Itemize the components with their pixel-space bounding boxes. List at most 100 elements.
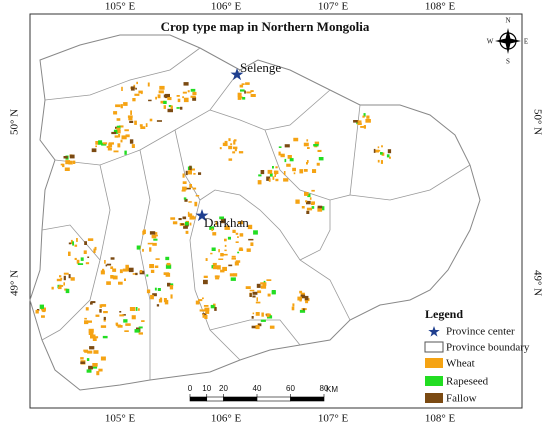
crop-patch	[178, 218, 182, 221]
crop-patch	[131, 315, 136, 320]
crop-patch	[85, 262, 90, 265]
crop-patch	[155, 258, 160, 260]
crop-patch	[280, 153, 285, 158]
crop-patch	[317, 205, 323, 209]
crop-patch	[228, 138, 231, 142]
crop-patch	[165, 256, 170, 261]
compass: N E S W	[487, 17, 528, 66]
crop-patch	[377, 146, 380, 149]
crop-patch	[103, 316, 106, 320]
legend-label: Wheat	[446, 358, 475, 370]
crop-patch	[35, 310, 39, 314]
crop-patch	[150, 294, 154, 300]
crop-patch	[377, 159, 380, 163]
crop-patch	[293, 172, 296, 175]
scale-segment	[223, 396, 258, 402]
crop-patch	[130, 86, 135, 91]
crop-patch	[183, 197, 187, 200]
crop-patch	[380, 160, 383, 164]
province-center-marker	[195, 209, 209, 222]
longitude-label: 107° E	[318, 1, 349, 13]
crop-patch	[284, 158, 287, 163]
crop-patch	[365, 119, 371, 123]
crop-patch	[312, 169, 317, 173]
crop-patch	[146, 274, 149, 277]
crop-patch	[255, 312, 260, 316]
crop-patch	[134, 93, 140, 96]
crop-patch	[89, 346, 95, 350]
crop-patch	[118, 281, 123, 285]
crop-patch	[100, 356, 106, 361]
crop-patch	[163, 100, 167, 104]
crop-patch	[187, 90, 190, 93]
crop-patch	[299, 309, 306, 313]
crop-patch	[260, 285, 267, 289]
crop-patch	[257, 180, 262, 185]
crop-patch	[238, 248, 244, 251]
crop-patch	[153, 238, 158, 241]
crop-patch	[237, 221, 243, 225]
crop-patch	[353, 120, 359, 123]
crop-patch	[222, 266, 227, 271]
crop-patch	[74, 257, 77, 260]
crop-patch	[118, 125, 124, 128]
crop-patch	[85, 307, 89, 311]
crop-patch	[266, 176, 271, 181]
crop-patch	[94, 246, 97, 251]
crop-patch	[224, 244, 227, 247]
crop-patch	[125, 134, 130, 138]
crop-patch	[68, 274, 71, 279]
crop-patch	[195, 195, 200, 197]
crop-patch	[202, 313, 207, 315]
crop-patch	[306, 207, 313, 211]
crop-patch	[187, 170, 192, 175]
crop-patch	[95, 145, 97, 148]
crop-patch	[380, 152, 383, 155]
crop-patch	[157, 288, 161, 291]
crop-patch	[93, 248, 96, 253]
crop-patch	[239, 84, 244, 88]
crop-patch	[99, 304, 102, 308]
crop-patch	[249, 293, 252, 297]
crop-patch	[124, 330, 129, 332]
crop-patch	[381, 152, 385, 156]
crop-patch	[163, 298, 167, 303]
crop-patch	[87, 350, 93, 354]
crop-patch	[96, 371, 100, 376]
crop-patch	[148, 99, 152, 102]
crop-patch	[309, 197, 312, 200]
crop-patch	[92, 363, 98, 367]
legend-symbol	[425, 358, 443, 368]
crop-patch	[311, 206, 315, 209]
crop-patch	[306, 200, 311, 205]
crop-patch	[149, 231, 156, 235]
crop-patch	[257, 290, 262, 294]
scale-label: 20	[219, 384, 228, 393]
crop-patch	[65, 160, 71, 165]
crop-patch	[220, 219, 226, 224]
crop-patch	[240, 96, 243, 99]
crop-patch	[295, 199, 300, 204]
crop-patch	[230, 277, 236, 281]
crop-patch	[100, 325, 107, 328]
crop-patch	[177, 98, 181, 103]
crop-patch	[65, 288, 70, 294]
crop-patch	[154, 287, 157, 291]
crop-patch	[224, 140, 228, 145]
crop-patch	[240, 89, 245, 92]
crop-patch	[301, 206, 305, 209]
crop-patch	[181, 189, 186, 192]
crop-patch	[170, 294, 173, 299]
province-center-marker	[230, 68, 244, 81]
crop-patch	[253, 230, 258, 235]
crop-patch	[92, 338, 97, 341]
crop-patch	[98, 140, 103, 145]
legend-symbol	[424, 341, 444, 353]
crop-patch	[255, 301, 261, 304]
crop-patch	[163, 94, 166, 98]
crop-patch	[135, 272, 138, 276]
crop-patch	[94, 336, 99, 339]
crop-patch	[193, 173, 196, 175]
crop-patch	[136, 81, 138, 85]
